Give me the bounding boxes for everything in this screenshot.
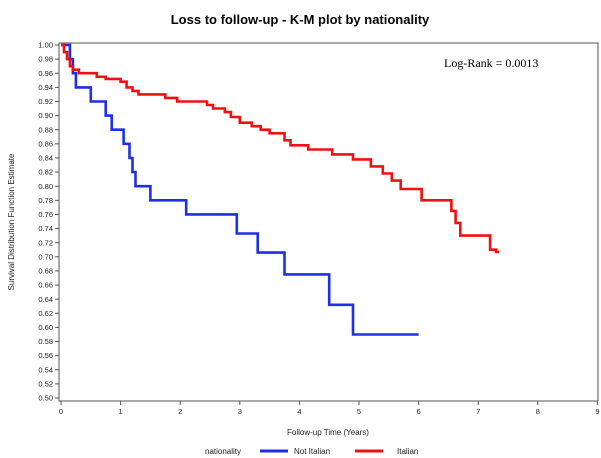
legend-title: nationality <box>205 447 241 456</box>
legend-label-italian: Italian <box>397 447 418 456</box>
y-tick-label: 0.54 <box>38 365 53 374</box>
y-tick-label: 0.96 <box>38 69 53 78</box>
y-tick-label: 0.86 <box>38 139 53 148</box>
log-rank-annotation: Log-Rank = 0.0013 <box>444 56 538 70</box>
x-tick-label: 8 <box>536 407 540 416</box>
x-tick-label: 2 <box>178 407 182 416</box>
legend-label-not-italian: Not Italian <box>294 447 330 456</box>
x-axis-label: Follow-up Time (Years) <box>287 428 369 437</box>
series-line-italian <box>61 43 500 254</box>
y-tick-label: 0.60 <box>38 323 53 332</box>
y-tick-label: 0.68 <box>38 267 53 276</box>
plot-frame <box>58 42 599 402</box>
y-tick-label: 0.50 <box>38 394 53 403</box>
y-tick-label: 0.94 <box>38 83 53 92</box>
y-tick-label: 0.66 <box>38 281 53 290</box>
y-tick-label: 0.98 <box>38 55 53 64</box>
y-tick-label: 0.56 <box>38 351 53 360</box>
y-tick-label: 0.84 <box>38 154 53 163</box>
y-tick-label: 0.74 <box>38 224 53 233</box>
x-tick-label: 0 <box>59 407 63 416</box>
y-tick-label: 0.62 <box>38 309 53 318</box>
x-tick-label: 4 <box>297 407 301 416</box>
x-tick-label: 1 <box>119 407 123 416</box>
y-tick-label: 0.88 <box>38 125 53 134</box>
y-tick-label: 0.92 <box>38 97 53 106</box>
y-tick-label: 1.00 <box>38 41 53 50</box>
y-tick-label: 0.76 <box>38 210 53 219</box>
x-tick-label: 3 <box>238 407 242 416</box>
x-tick-label: 7 <box>476 407 480 416</box>
y-tick-label: 0.70 <box>38 252 53 261</box>
y-tick-label: 0.90 <box>38 111 53 120</box>
series-line-not-italian <box>61 43 419 336</box>
y-tick-label: 0.58 <box>38 337 53 346</box>
survival-curves <box>61 43 500 336</box>
y-tick-label: 0.78 <box>38 196 53 205</box>
y-tick-label: 0.82 <box>38 168 53 177</box>
legend: nationality Not Italian Italian <box>205 447 418 456</box>
x-tick-label: 9 <box>595 407 599 416</box>
y-tick-label: 0.80 <box>38 182 53 191</box>
y-axis-ticks: 0.50 0.52 0.54 0.56 0.58 0.60 0.62 0.64 0.66 0.68… <box>38 41 59 403</box>
y-tick-label: 0.64 <box>38 295 53 304</box>
x-axis-ticks: 0 1 2 3 4 5 6 7 8 9 <box>59 401 599 416</box>
chart-title: Loss to follow-up - K-M plot by national… <box>171 12 430 27</box>
x-tick-label: 6 <box>417 407 421 416</box>
y-axis-label: Survival Distribution Function Estimate <box>7 153 16 290</box>
y-tick-label: 0.52 <box>38 379 53 388</box>
y-tick-label: 0.72 <box>38 238 53 247</box>
x-tick-label: 5 <box>357 407 361 416</box>
